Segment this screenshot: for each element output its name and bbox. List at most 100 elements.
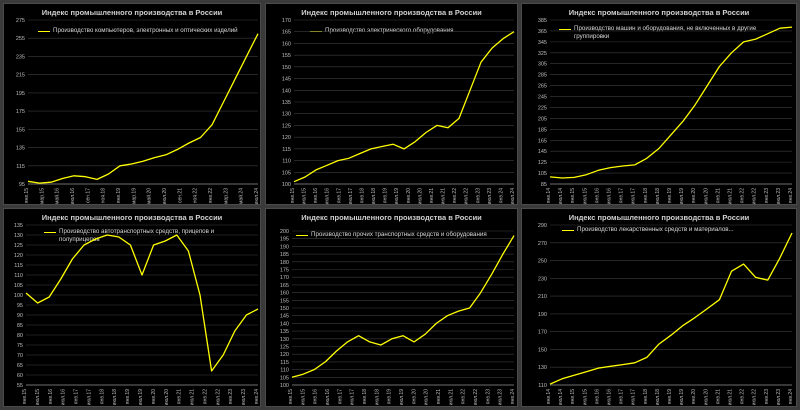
x-tick-label: ноя.18	[101, 188, 107, 203]
y-tick-label: 155	[280, 298, 289, 304]
x-tick-label: июл.15	[35, 389, 41, 406]
chart-panel-machinery: Индекс промышленного производства в Росс…	[521, 3, 797, 205]
x-tick-label: сен.17	[85, 188, 91, 203]
y-tick-label: 120	[14, 253, 23, 259]
y-tick-label: 160	[282, 41, 291, 47]
chart-panel-computers: Индекс промышленного производства в Росс…	[3, 3, 261, 205]
x-tick-label: июл.15	[582, 389, 588, 406]
x-tick-label: июл.17	[631, 389, 637, 406]
y-tick-label: 235	[16, 54, 25, 60]
y-tick-label: 225	[538, 105, 547, 111]
x-tick-label: июл.20	[162, 188, 168, 205]
x-tick-label: янв.18	[643, 188, 649, 203]
x-tick-label: июл.18	[655, 389, 661, 406]
y-tick-label: 105	[282, 170, 291, 176]
y-tick-label: 270	[538, 241, 547, 247]
y-tick-label: 100	[280, 383, 289, 389]
y-tick-label: 255	[16, 36, 25, 42]
legend-label: Производство электрического оборудования	[325, 27, 454, 34]
y-tick-label: 125	[282, 123, 291, 129]
x-tick-label: янв.18	[362, 389, 368, 404]
chart-title: Индекс промышленного производства в Росс…	[568, 213, 750, 222]
x-tick-label: янв.15	[570, 188, 576, 203]
chart-legend: Производство автотранспортных средств, п…	[44, 228, 244, 243]
x-tick-label: янв.21	[177, 389, 183, 404]
x-tick-label: янв.16	[594, 188, 600, 203]
x-tick-label: июл.17	[631, 188, 637, 205]
x-tick-label: янв.23	[485, 389, 491, 404]
legend-label: Производство лекарственных средств и мат…	[577, 226, 734, 233]
y-tick-label: 115	[14, 263, 23, 269]
series-line	[25, 234, 259, 372]
x-tick-label: июл.23	[498, 389, 504, 406]
chart-title: Индекс промышленного производства в Росс…	[301, 8, 482, 17]
chart-title: Индекс промышленного производства в Росс…	[568, 8, 750, 17]
chart-legend: Производство прочих транспортных средств…	[296, 231, 511, 239]
x-tick-label: июл.16	[607, 389, 613, 406]
x-tick-label: май.24	[238, 188, 245, 204]
line-chart: 95 115 135 155 175 195 215 235 255 275 янв.15 мар.1…	[16, 18, 260, 205]
x-tick-label: янв.22	[461, 389, 467, 404]
y-tick-label: 155	[16, 127, 25, 133]
chart-panel-pharma: Индекс промышленного производства в Росс…	[521, 208, 797, 407]
chart-panel-electrical: Индекс промышленного производства в Росс…	[265, 3, 518, 205]
x-tick-label: июл.21	[448, 389, 454, 406]
chart-title: Индекс промышленного производства в Росс…	[301, 213, 482, 222]
y-tick-label: 85	[541, 182, 547, 188]
y-tick-label: 115	[280, 360, 289, 366]
x-tick-label: янв.22	[202, 389, 208, 404]
line-chart: 110 130 150 170 190 210 230 250 270 290 янв.14 июл.…	[538, 223, 794, 406]
x-tick-label: янв.15	[290, 188, 296, 203]
y-tick-label: 125	[280, 345, 289, 351]
x-tick-label: июл.22	[752, 389, 758, 406]
x-tick-label: янв.23	[475, 188, 481, 203]
y-tick-label: 345	[538, 40, 547, 46]
legend-swatch	[559, 28, 571, 30]
y-tick-label: 95	[19, 182, 25, 188]
y-tick-label: 115	[16, 164, 25, 170]
x-tick-label: июл.20	[417, 188, 423, 205]
x-tick-label: янв.18	[99, 389, 105, 404]
chart-title: Индекс промышленного производства в Росс…	[41, 8, 223, 17]
x-tick-label: июл.16	[607, 188, 613, 205]
x-tick-label: янв.16	[313, 389, 319, 404]
series-line	[549, 232, 793, 385]
y-tick-label: 385	[538, 18, 547, 24]
x-tick-label: июл.22	[215, 389, 221, 406]
x-tick-label: июл.18	[374, 389, 380, 406]
y-tick-label: 125	[538, 160, 547, 166]
y-tick-label: 190	[538, 312, 547, 318]
y-tick-label: 70	[17, 353, 23, 359]
series-line	[291, 235, 515, 378]
x-tick-label: июл.16	[61, 389, 67, 406]
x-tick-label: янв.18	[359, 188, 365, 203]
x-tick-label: мар.23	[223, 188, 229, 204]
legend-swatch	[562, 229, 574, 231]
x-tick-label: июл.19	[679, 389, 685, 406]
y-tick-label: 145	[280, 314, 289, 320]
x-tick-label: янв.21	[715, 389, 721, 404]
y-tick-label: 160	[280, 291, 289, 297]
x-tick-label: янв.22	[208, 188, 214, 203]
y-tick-label: 190	[280, 244, 289, 250]
x-tick-label: янв.19	[667, 188, 673, 203]
y-tick-label: 215	[16, 73, 25, 79]
x-tick-label: июл.20	[703, 188, 709, 205]
x-tick-label: янв.17	[619, 188, 625, 203]
x-tick-label: янв.21	[429, 188, 435, 203]
x-tick-label: ноя.22	[193, 188, 199, 203]
x-tick-label: янв.19	[667, 389, 673, 404]
x-tick-label: июл.14	[558, 389, 564, 406]
y-tick-label: 365	[538, 29, 547, 35]
y-tick-label: 90	[17, 313, 23, 319]
y-tick-label: 120	[282, 135, 291, 141]
legend-label: Производство машин и оборудования, не вк…	[574, 25, 757, 40]
line-chart: 85 105 125 145 165 185 205 225 245 265 285 305 325 34…	[538, 18, 794, 205]
y-tick-label: 135	[16, 146, 25, 152]
x-tick-label: июл.17	[86, 389, 92, 406]
y-tick-label: 105	[538, 171, 547, 177]
y-tick-label: 115	[282, 147, 291, 153]
x-tick-label: июл.19	[394, 188, 400, 205]
y-tick-label: 135	[280, 329, 289, 335]
x-tick-label: янв.16	[594, 389, 600, 404]
